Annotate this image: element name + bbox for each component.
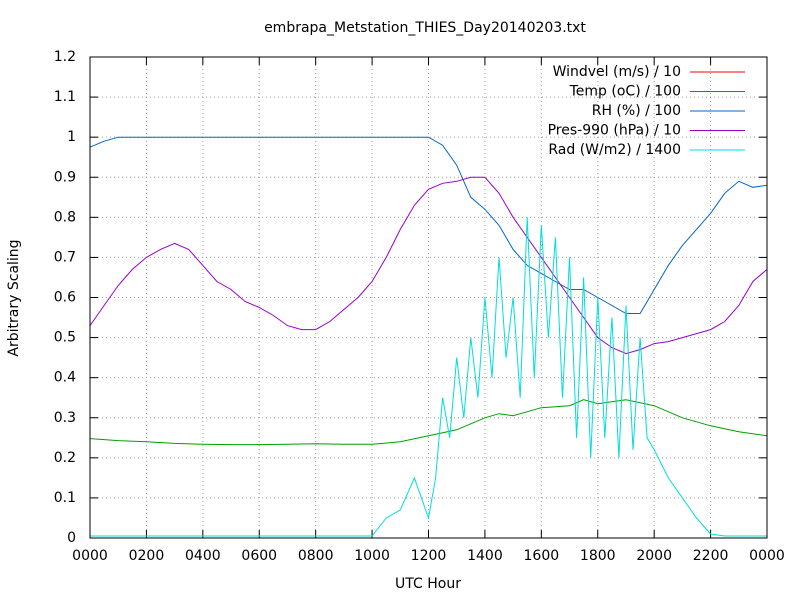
plot-border (89, 56, 768, 539)
y-tick-label: 1.1 (54, 89, 76, 105)
series-line (89, 136, 768, 314)
x-tick-label: 1600 (524, 548, 560, 564)
x-tick-label: 1000 (354, 548, 390, 564)
y-tick-label: 0.9 (54, 169, 76, 185)
x-tick-label: 1200 (411, 548, 447, 564)
y-tick-label: 0.3 (54, 410, 76, 426)
y-tick-label: 1 (67, 129, 76, 145)
y-tick-label: 0.4 (54, 370, 76, 386)
series-line (89, 176, 768, 355)
legend-label: Windvel (m/s) / 10 (553, 64, 681, 80)
legend-label: Pres-990 (hPa) / 10 (548, 123, 681, 139)
x-tick-label: 0600 (241, 548, 277, 564)
y-tick-label: 0.8 (54, 209, 76, 225)
legend-label: Temp (oC) / 100 (569, 84, 681, 100)
y-tick-label: 0.7 (54, 249, 76, 265)
y-tick-label: 1.2 (54, 49, 76, 65)
y-tick-label: 0.5 (54, 330, 76, 346)
y-tick-label: 0.1 (54, 490, 76, 506)
legend-label: RH (%) / 100 (592, 103, 681, 119)
x-tick-label: 2000 (636, 548, 672, 564)
y-tick-label: 0.6 (54, 290, 76, 306)
y-axis-label: Arbitrary Scaling (6, 239, 22, 356)
x-tick-label: 0200 (129, 548, 165, 564)
legend-label: Rad (W/m2) / 1400 (548, 142, 681, 158)
x-tick-label: 0800 (298, 548, 334, 564)
x-tick-label: 1800 (580, 548, 616, 564)
y-tick-label: 0 (67, 530, 76, 546)
x-tick-label: 1400 (467, 548, 503, 564)
chart-title: embrapa_Metstation_THIES_Day20140203.txt (264, 20, 586, 36)
x-tick-label: 0400 (185, 548, 221, 564)
x-tick-label: 0000 (72, 548, 108, 564)
x-tick-label: 0000 (749, 548, 785, 564)
x-axis-label: UTC Hour (395, 576, 461, 592)
x-tick-label: 2200 (693, 548, 729, 564)
series-line (90, 217, 767, 537)
y-tick-label: 0.2 (54, 450, 76, 466)
